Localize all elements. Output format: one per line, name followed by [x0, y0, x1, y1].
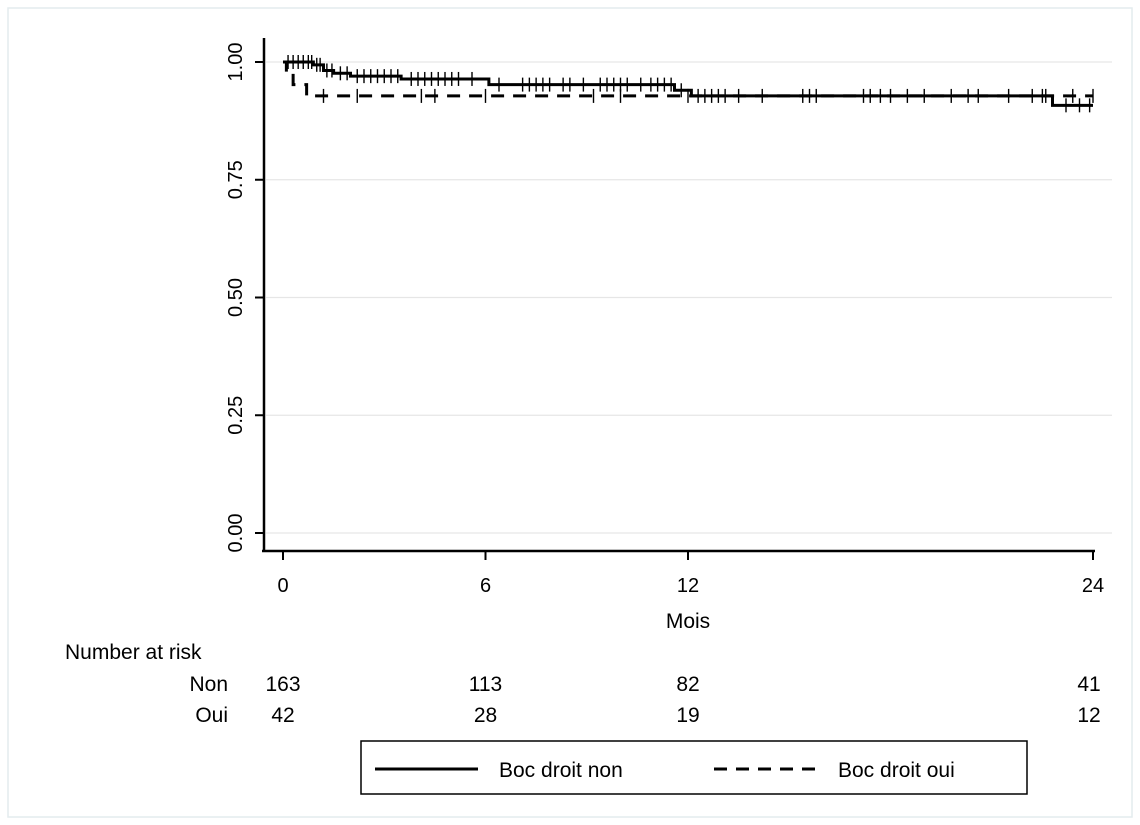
legend-label-non: Boc droit non	[499, 759, 623, 782]
risk-row-label: Non	[189, 673, 228, 696]
legend-label-oui: Boc droit oui	[838, 759, 955, 782]
risk-count: 42	[271, 704, 294, 727]
x-axis-title: Mois	[666, 610, 710, 633]
x-tick-label: 24	[1082, 575, 1104, 597]
risk-row-label: Oui	[195, 704, 228, 727]
grid	[266, 61, 1112, 534]
risk-count: 113	[469, 673, 502, 696]
risk-count: 163	[265, 673, 300, 696]
risk-count: 41	[1077, 673, 1100, 696]
x-tick-label: 0	[277, 575, 288, 597]
axes: 0.00 0.25 0.50 0.75 1.00 0 6 12 24 Mois	[225, 38, 1104, 633]
risk-count: 82	[676, 673, 699, 696]
x-tick-label: 12	[677, 575, 699, 597]
risk-count: 12	[1077, 704, 1100, 727]
y-tick-label: 0.75	[225, 160, 247, 199]
risk-table-title: Number at risk	[65, 641, 202, 664]
x-tick-label: 6	[480, 575, 491, 597]
y-tick-label: 1.00	[225, 43, 247, 82]
risk-count: 19	[676, 704, 699, 727]
y-tick-label: 0.00	[225, 514, 247, 553]
legend: Boc droit non Boc droit oui	[360, 740, 1028, 795]
risk-table: Number at risk Non 163 113 82 41 Oui 42 28 19 12	[65, 641, 1101, 727]
risk-count: 28	[474, 704, 497, 727]
y-tick-label: 0.25	[225, 396, 247, 435]
plot-frame	[7, 7, 1133, 818]
series-layer	[283, 55, 1094, 113]
y-tick-label: 0.50	[225, 278, 247, 317]
survival-curve-oui	[283, 60, 1093, 98]
